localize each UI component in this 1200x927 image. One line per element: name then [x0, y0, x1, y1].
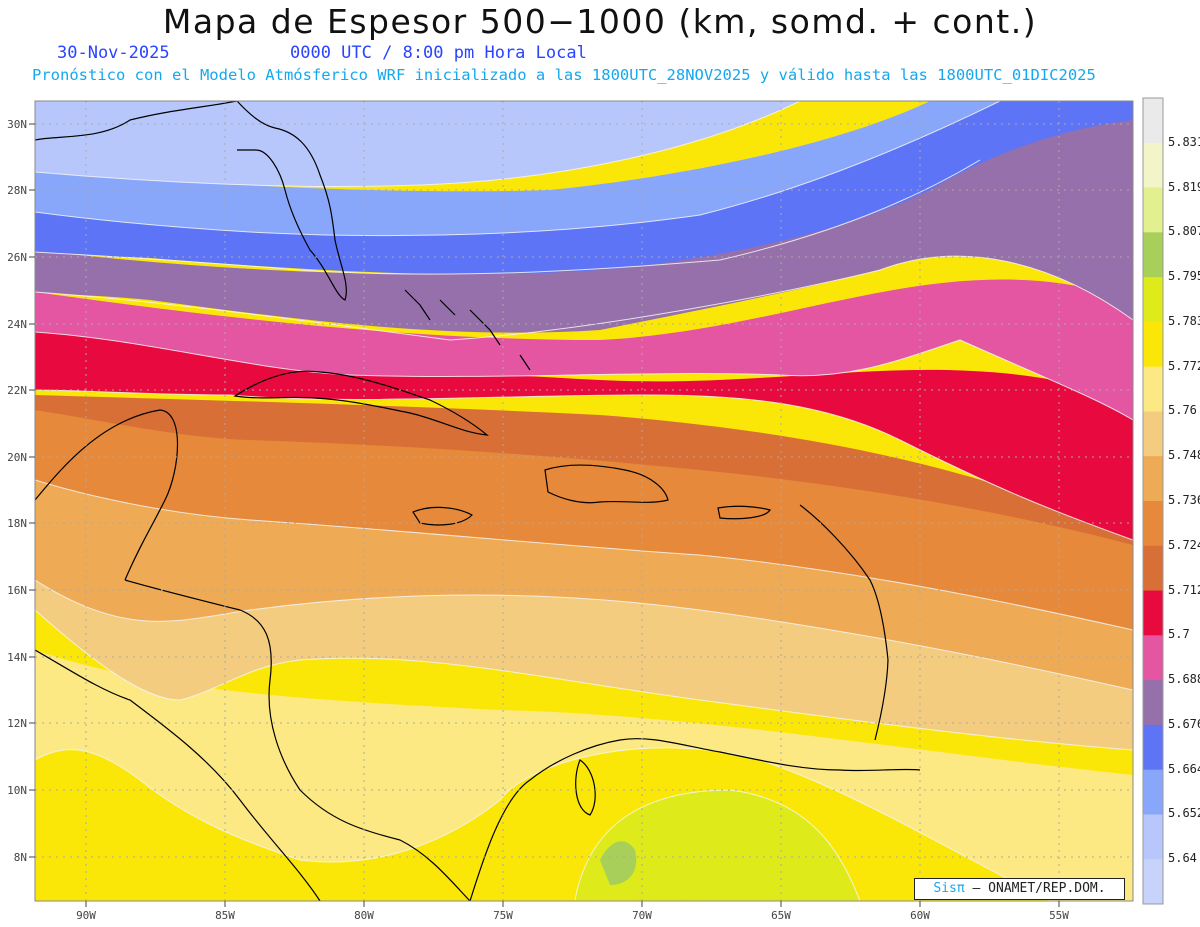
colorbar-swatch [1143, 366, 1163, 412]
lat-label-22n: 22N [7, 384, 27, 397]
colorbar-swatch [1143, 590, 1163, 636]
lon-label-65w: 65W [771, 909, 791, 922]
colorbar-label: 5.652 [1168, 806, 1200, 821]
colorbar-label: 5.783 [1168, 313, 1200, 328]
colorbar-label: 5.664 [1168, 761, 1200, 776]
coastlines [35, 101, 921, 901]
colorbar-label: 5.76 [1168, 403, 1197, 418]
colorbar-label: 5.7 [1168, 627, 1190, 642]
band-5-748 [35, 560, 1133, 750]
colorbar-swatch [1143, 277, 1163, 323]
lat-label-30n: 30N [7, 118, 27, 131]
yucatan-coast [35, 409, 178, 581]
colorbar-label: 5.736 [1168, 493, 1200, 507]
map-title: Mapa de Espesor 500−1000 (km, somd. + co… [162, 2, 1038, 41]
colorbar-swatch [1143, 769, 1163, 815]
lat-label-28n: 28N [7, 184, 27, 197]
band-5-688 [35, 279, 1133, 420]
lon-label-55w: 55W [1049, 909, 1069, 922]
band-5-783 [575, 790, 860, 901]
band-5-664 [35, 101, 1133, 275]
lat-label-14n: 14N [7, 651, 27, 664]
colorbar-frame [1142, 97, 1164, 905]
lon-label-75w: 75W [493, 909, 513, 922]
lake-maracaibo [575, 759, 596, 816]
colorbar-swatch [1143, 859, 1163, 905]
forecast-time: 0000 UTC / 8:00 pm Hora Local [290, 43, 587, 63]
lat-label-12n: 12N [7, 717, 27, 730]
band-5-712 [35, 395, 1133, 545]
colorbar-label: 5.748 [1168, 448, 1200, 463]
colorbar-label: 5.712 [1168, 582, 1200, 597]
colorbar-label: 5.819 [1168, 179, 1200, 194]
band-5-7 [35, 330, 1133, 540]
lon-label-90w: 90W [76, 909, 96, 922]
colorbar-label: 5.807 [1168, 224, 1200, 239]
lat-label-16n: 16N [7, 584, 27, 597]
colorbar-label: 5.688 [1168, 672, 1200, 687]
gulf-coast [35, 101, 238, 141]
lat-label-18n: 18N [7, 517, 27, 530]
colorbar-swatch [1143, 680, 1163, 726]
colorbar-swatch [1143, 187, 1163, 233]
lat-label-26n: 26N [7, 251, 27, 264]
lon-label-85w: 85W [215, 909, 235, 922]
colorbar-swatch [1143, 501, 1163, 547]
band-5-76 [35, 650, 1133, 901]
colorbar-swatch [1143, 724, 1163, 771]
sis-logo-text: Sisπ [933, 881, 965, 896]
colorbar-swatch [1143, 456, 1163, 502]
band-5-64 [35, 101, 800, 187]
lon-labels: 90W 85W 80W 75W 70W 65W 60W 55W [76, 909, 1069, 922]
lesser-antilles [799, 504, 889, 741]
central-america-coast [124, 579, 471, 901]
colorbar-swatch [1143, 232, 1163, 278]
hispaniola-coast [544, 464, 669, 504]
forecast-date: 30-Nov-2025 [57, 43, 170, 63]
band-5-736 [35, 470, 1133, 690]
colorbar [1142, 97, 1164, 905]
credit-text: – ONAMET/REP.DOM. [972, 881, 1106, 896]
band-5-795 [600, 841, 637, 885]
colorbar-label: 5.724 [1168, 537, 1200, 552]
bahamas [404, 289, 531, 371]
colorbar-swatch [1143, 411, 1163, 457]
lon-label-80w: 80W [354, 909, 374, 922]
colorbar-swatch [1143, 98, 1163, 144]
puerto-rico-coast [717, 505, 771, 520]
lat-label-10n: 10N [7, 784, 27, 797]
credit-box: Sisπ – ONAMET/REP.DOM. [914, 878, 1125, 900]
band-5-652 [35, 101, 1000, 236]
colorbar-swatch [1143, 635, 1163, 681]
colorbar-swatch [1143, 814, 1163, 860]
lat-label-8n: 8N [14, 851, 27, 864]
jamaica-coast [412, 506, 473, 526]
florida-coast [236, 101, 347, 301]
map-frame [34, 100, 1134, 902]
colorbar-label: 5.676 [1168, 716, 1200, 731]
lat-label-20n: 20N [7, 451, 27, 464]
central-america-pacific [35, 649, 321, 901]
lat-label-24n: 24N [7, 318, 27, 331]
axis-ticks [29, 123, 1060, 907]
contour-lines [35, 101, 1133, 901]
colorbar-swatch [1143, 142, 1163, 189]
colorbar-label: 5.772 [1168, 358, 1200, 373]
colorbar-swatch [1143, 545, 1163, 592]
lon-label-70w: 70W [632, 909, 652, 922]
cuba-coast [233, 370, 489, 436]
colorbar-swatch [1143, 321, 1163, 368]
forecast-info: Pronóstico con el Modelo Atmósferico WRF… [32, 66, 1096, 84]
lon-label-60w: 60W [910, 909, 930, 922]
lat-labels: 30N 28N 26N 24N 22N 20N 18N 16N 14N 12N … [7, 118, 27, 864]
contour-fill [35, 101, 1133, 901]
grid [35, 101, 1133, 901]
south-america-coast [469, 738, 921, 901]
colorbar-label: 5.795 [1168, 269, 1200, 284]
colorbar-label: 5.831 [1168, 134, 1200, 149]
colorbar-label: 5.64 [1168, 851, 1197, 866]
